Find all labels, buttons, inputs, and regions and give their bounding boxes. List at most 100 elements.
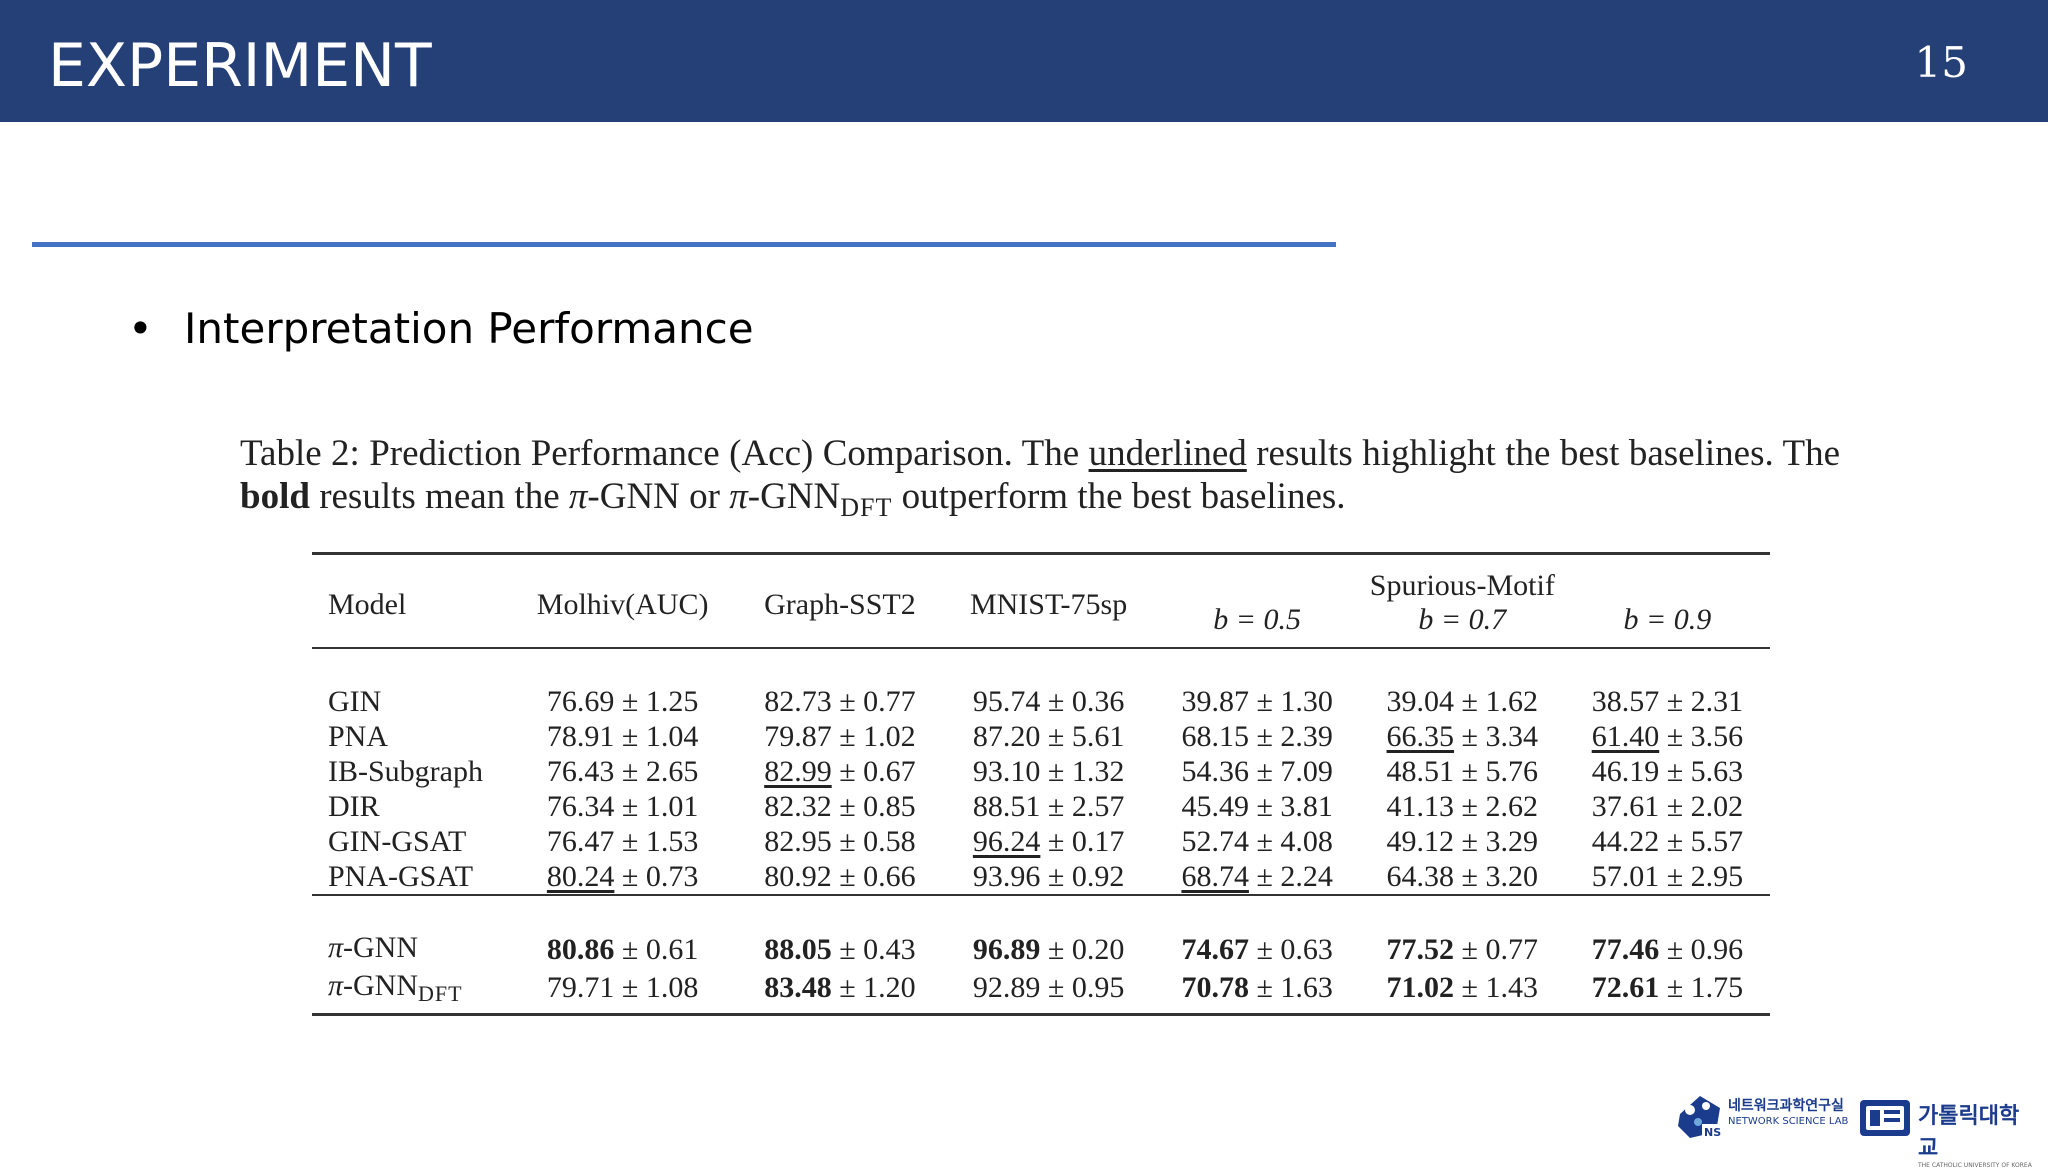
cell-std: 5.63 [1690,754,1744,788]
header-b07: b = 0.7 [1418,603,1507,636]
cell-value: 76.43 [546,754,615,788]
cell-value: 80.24 [546,859,615,893]
table-cell: 70.78 ± 1.63 [1181,971,1333,1004]
cell-std: 2.65 [645,754,699,788]
cell-value: 39.87 [1181,684,1249,718]
lab-name-en: NETWORK SCIENCE LAB [1728,1116,1849,1127]
table-caption: Table 2: Prediction Performance (Acc) Co… [240,432,1840,529]
header-b09: b = 0.9 [1623,603,1712,636]
cell-value: 68.15 [1181,719,1249,753]
cell-value: 70.78 [1181,971,1249,1004]
header-molhiv: Molhiv(AUC) [536,588,709,621]
table-cell: 38.57 ± 2.31 [1591,684,1744,718]
cell-std: 1.02 [863,719,916,753]
cell-value: 49.12 [1386,824,1455,858]
table-row: PNA-GSAT 80.24 ± 0.73 80.92 ± 0.66 93.96 ± … [312,859,1770,895]
svg-text:NS: NS [1704,1126,1721,1139]
table-cell: 68.15 ± 2.39 [1181,719,1333,753]
header-row: Model Molhiv(AUC) Graph-SST2 MNIST-75sp … [312,553,1770,621]
cell-value: 80.86 [546,933,615,966]
cell-std: 2.24 [1280,859,1333,893]
cell-std: 0.73 [645,859,699,893]
caption-bold: bold [240,476,310,517]
table-cell: 39.87 ± 1.30 [1181,684,1333,718]
network-science-lab-logo-icon: NS [1678,1096,1722,1139]
table-cell: 83.48 ± 1.20 [764,971,916,1004]
caption-pi: π [729,476,748,517]
cell-std: 1.25 [645,684,699,718]
cell-std: 0.63 [1280,933,1333,966]
footer-logos: NS 네트워크과학연구실 NETWORK SCIENCE LAB 가톨릭대학교 … [1676,1094,2036,1169]
cell-std: 0.95 [1071,971,1125,1004]
table-cell: 88.05 ± 0.43 [764,933,916,966]
cell-value: 79.87 [764,719,832,753]
caption-part: -GNN [747,476,841,517]
table-cell: 82.32 ± 0.85 [764,789,916,823]
cell-std: 1.43 [1485,971,1539,1004]
cell-std: 0.43 [863,933,916,966]
lab-name-kr: 네트워크과학연구실 [1728,1098,1844,1114]
table-cell: 54.36 ± 7.09 [1181,754,1333,788]
cell-std: 0.61 [645,933,699,966]
cell-value: 39.04 [1386,684,1455,718]
table-cell: 66.35 ± 3.34 [1386,719,1539,753]
cell-std: 2.62 [1485,789,1539,823]
table-cell: 80.92 ± 0.66 [764,859,916,893]
cell-std: 1.01 [645,789,699,823]
cell-value: 95.74 [972,684,1041,718]
table-cell: 45.49 ± 3.81 [1181,789,1333,823]
row-model: IB-Subgraph [328,754,483,788]
caption-underlined: underlined [1088,433,1247,474]
table-cell: 79.71 ± 1.08 [546,971,699,1004]
cell-std: 1.63 [1280,971,1333,1004]
bullet-text: Interpretation Performance [184,304,754,353]
header-model: Model [328,588,407,621]
table-cell: 80.24 ± 0.73 [546,859,699,893]
cell-std: 0.66 [863,859,916,893]
cell-value: 88.51 [972,789,1041,823]
cell-std: 0.96 [1690,933,1744,966]
cell-value: 83.48 [764,971,832,1004]
cell-value: 92.89 [972,971,1041,1004]
table-cell: 68.74 ± 2.24 [1181,859,1333,893]
cell-value: 54.36 [1181,754,1249,788]
title-bar: EXPERIMENT 15 [0,0,2048,122]
cell-value: 66.35 [1386,719,1455,753]
accent-divider [32,242,1336,247]
catholic-university-logo-icon [1860,1100,1910,1136]
cell-std: 5.76 [1485,754,1539,788]
cell-value: 82.32 [764,789,832,823]
table-row: GIN-GSAT 76.47 ± 1.53 82.95 ± 0.58 96.24 ± … [312,824,1770,859]
cell-std: 0.20 [1071,933,1125,966]
cell-std: 1.62 [1485,684,1539,718]
cell-value: 46.19 [1591,754,1660,788]
cell-value: 48.51 [1386,754,1455,788]
table-cell: 82.73 ± 0.77 [764,684,916,718]
cell-std: 0.58 [863,824,916,858]
table-cell: 96.89 ± 0.20 [972,933,1125,966]
caption-pi: π [568,476,588,517]
row-model: DIR [328,789,380,823]
cell-std: 0.17 [1071,824,1125,858]
cell-std: 2.02 [1690,789,1744,823]
cell-std: 0.77 [1485,933,1539,966]
table-cell: 44.22 ± 5.57 [1591,824,1744,858]
table-cell: 82.95 ± 0.58 [764,824,916,858]
header-subrow: b = 0.5 b = 0.7 b = 0.9 [312,603,1770,648]
table-cell: 77.46 ± 0.96 [1591,933,1744,966]
cell-value: 57.01 [1591,859,1660,893]
page-number: 15 [1914,38,1968,87]
cell-value: 41.13 [1386,789,1455,823]
table-cell: 93.96 ± 0.92 [972,859,1125,893]
cell-std: 1.04 [645,719,699,753]
table-row: PNA 78.91 ± 1.04 79.87 ± 1.02 87.20 ± 5.61 6… [312,719,1770,754]
cell-value: 76.34 [546,789,615,823]
table-cell: 71.02 ± 1.43 [1386,971,1539,1004]
table-cell: 78.91 ± 1.04 [546,719,699,753]
cell-std: 2.95 [1690,859,1744,893]
table-cell: 52.74 ± 4.08 [1181,824,1333,858]
cell-std: 0.36 [1071,684,1125,718]
cell-value: 88.05 [764,933,832,966]
model-name: -GNN [343,969,419,1002]
cell-std: 0.77 [863,684,916,718]
